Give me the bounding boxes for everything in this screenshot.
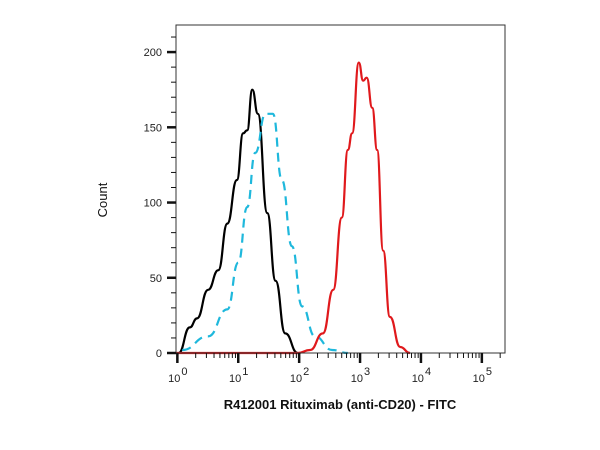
y-axis: 0 50 100 150 200 [144, 36, 176, 360]
curves [176, 61, 411, 355]
y-tick-label: 50 [150, 273, 162, 285]
y-axis-title: Count [95, 182, 110, 217]
x-tick-label: 10 [412, 373, 424, 385]
y-tick-label: 150 [144, 122, 162, 134]
x-tick-exponent: 2 [303, 366, 309, 378]
plot-frame [175, 24, 506, 354]
series-line-0 [178, 88, 299, 355]
x-tick-exponent: 1 [242, 366, 248, 378]
y-tick-label: 100 [144, 198, 162, 210]
x-tick-label: 10 [290, 373, 302, 385]
y-tick-label: 0 [156, 348, 162, 360]
x-tick-exponent: 4 [425, 366, 431, 378]
y-tick-label: 200 [144, 47, 162, 59]
x-tick-label: 10 [351, 373, 363, 385]
x-tick-label: 10 [229, 373, 241, 385]
x-axis-title: R412001 Rituximab (anti-CD20) - FITC [224, 397, 457, 412]
x-tick-exponent: 3 [364, 366, 370, 378]
series-line-2 [176, 61, 411, 355]
x-tick-exponent: 5 [486, 366, 492, 378]
x-tick-exponent: 0 [181, 366, 187, 378]
x-tick-label: 10 [168, 373, 180, 385]
x-tick-label: 10 [473, 373, 485, 385]
series-line-1 [182, 112, 348, 355]
